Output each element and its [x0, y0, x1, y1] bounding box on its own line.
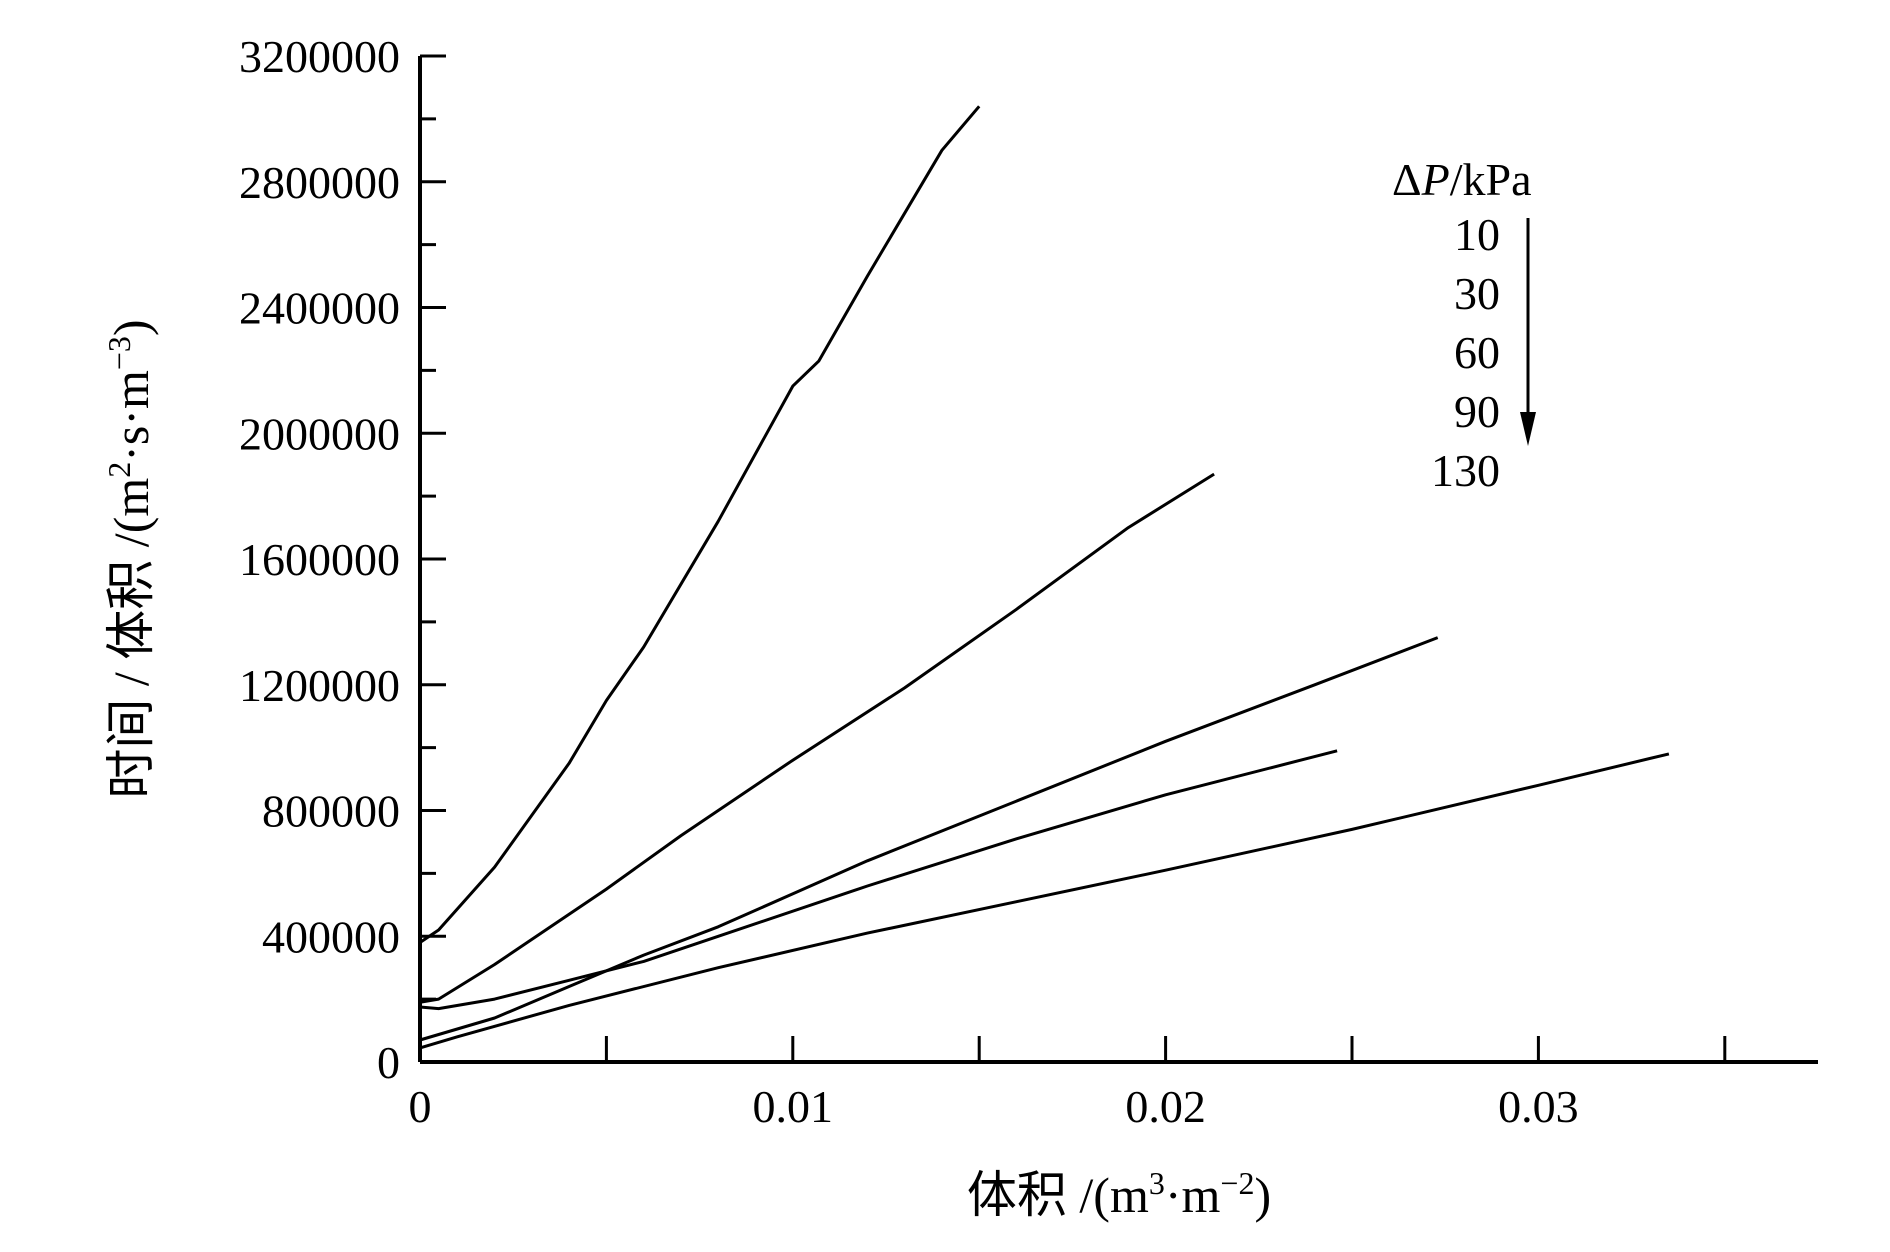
- x-tick-label: 0.03: [1498, 1081, 1579, 1132]
- y-axis-title: 时间 / 体积 /(m2·s·m−3): [101, 319, 159, 798]
- legend-entries: 10 30 60 90 130: [1431, 209, 1500, 496]
- series-line-30: [419, 472, 1215, 1004]
- x-tick-label: 0.02: [1125, 1081, 1206, 1132]
- x-tick-label: 0.01: [753, 1081, 834, 1132]
- legend-arrow-head: [1520, 412, 1536, 446]
- legend-entry: 130: [1431, 445, 1500, 496]
- y-tick-label: 3200000: [239, 31, 400, 82]
- legend-title: ΔP/kPa: [1392, 154, 1531, 205]
- y-tick-label: 800000: [262, 786, 400, 837]
- y-tick-label: 1200000: [239, 660, 400, 711]
- y-tick-label: 2400000: [239, 283, 400, 334]
- series-layer: [419, 105, 1670, 1050]
- axes: [418, 56, 1818, 1064]
- x-axis-title: 体积 /(m3·m−2): [967, 1165, 1271, 1223]
- x-tick-label: 0: [409, 1081, 432, 1132]
- legend-entry: 10: [1454, 209, 1500, 260]
- series-line-60: [419, 636, 1439, 1042]
- y-tick-label: 2000000: [239, 408, 400, 459]
- legend-entry: 30: [1454, 268, 1500, 319]
- y-tick-label: 1600000: [239, 534, 400, 585]
- legend-entry: 90: [1454, 386, 1500, 437]
- y-tick-label: 2800000: [239, 157, 400, 208]
- series-line-90: [419, 749, 1338, 1011]
- y-tick-label: 0: [377, 1037, 400, 1088]
- legend-entry: 60: [1454, 327, 1500, 378]
- x-ticks: 0 0.01 0.02 0.03: [409, 1036, 1727, 1132]
- legend: ΔP/kPa 10 30 60 90 130: [1392, 154, 1536, 496]
- y-ticks: 0 400000 800000 1200000 1600000 2000000 240000…: [239, 31, 446, 1088]
- y-tick-label: 400000: [262, 911, 400, 962]
- series-line-10: [419, 105, 981, 944]
- series-line-130: [419, 752, 1670, 1050]
